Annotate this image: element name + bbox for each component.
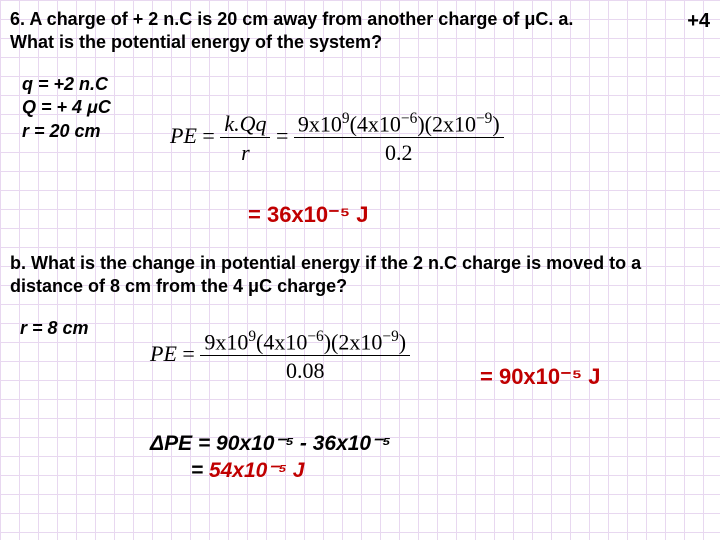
num-a3: 2x10 [432, 111, 476, 136]
num-b1: 9x10 [204, 329, 248, 354]
given-r-text: r = 20 cm [22, 121, 101, 141]
num-b3: 2x10 [338, 329, 382, 354]
answer-b: = 90x10⁻⁵ J [480, 364, 600, 390]
equals-3: = [182, 341, 200, 366]
num-a1-sup: 9 [342, 110, 350, 127]
formula-b: PE = 9x109(4x10−6)(2x10−9) 0.08 [150, 328, 410, 384]
problem-statement-b: b. What is the change in potential energ… [10, 252, 650, 299]
frac-kQq-r: k.Qq r [220, 111, 270, 166]
formula-b-lhs: PE [150, 341, 177, 366]
frac-kQq-den: r [220, 138, 270, 166]
frac-numbers-a: 9x109(4x10−6)(2x10−9) 0.2 [294, 110, 504, 166]
num-a2-sup: −6 [401, 110, 417, 127]
frac-numbers-a-num: 9x109(4x10−6)(2x10−9) [294, 110, 504, 138]
frac-numbers-a-den: 0.2 [294, 138, 504, 166]
num-b2-sup: −6 [307, 328, 323, 345]
frac-numbers-b-den: 0.08 [200, 356, 410, 384]
frac-numbers-b-num: 9x109(4x10−6)(2x10−9) [200, 328, 410, 356]
equals-1: = [202, 123, 220, 148]
formula-a: PE = k.Qq r = 9x109(4x10−6)(2x10−9) 0.2 [170, 110, 504, 166]
given-q: q = +2 n.C [22, 73, 710, 96]
topright-label: +4 [687, 10, 710, 33]
delta-pe: ΔPE = 90x10⁻⁵ - 36x10⁻⁵ = 54x10⁻⁵ J [150, 430, 391, 485]
num-b1-sup: 9 [248, 328, 256, 345]
num-a1: 9x10 [298, 111, 342, 136]
given-r-b: r = 8 cm [20, 318, 89, 338]
given-values-b: r = 8 cm [20, 318, 89, 339]
num-b3-sup: −9 [382, 328, 398, 345]
num-a2: 4x10 [357, 111, 401, 136]
delta-line1: ΔPE = 90x10⁻⁵ - 36x10⁻⁵ [150, 430, 391, 457]
formula-a-lhs: PE [170, 123, 197, 148]
num-a3-sup: −9 [476, 110, 492, 127]
delta-line2: = 54x10⁻⁵ J [150, 457, 391, 484]
delta-final-answer: 54x10⁻⁵ J [209, 459, 305, 482]
given-q-text: q = +2 n.C [22, 74, 108, 94]
given-Q-text: Q = + 4 μC [22, 97, 111, 117]
frac-numbers-b: 9x109(4x10−6)(2x10−9) 0.08 [200, 328, 410, 384]
num-b2: 4x10 [263, 329, 307, 354]
answer-a: = 36x10⁻⁵ J [248, 202, 368, 228]
equals-2: = [276, 123, 294, 148]
frac-kQq-num: k.Qq [220, 111, 270, 138]
delta-eq: = [191, 459, 209, 482]
problem-statement-a: 6. A charge of + 2 n.C is 20 cm away fro… [10, 8, 610, 55]
page-content: 6. A charge of + 2 n.C is 20 cm away fro… [0, 0, 720, 151]
